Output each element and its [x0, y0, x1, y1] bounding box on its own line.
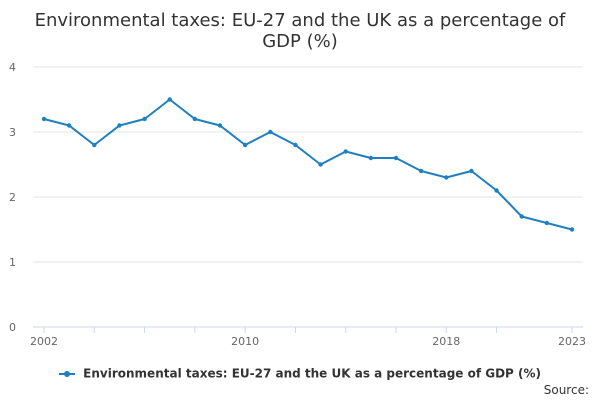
data-point[interactable]: [66, 123, 72, 128]
series-line[interactable]: [43, 98, 573, 231]
data-point[interactable]: [242, 142, 248, 148]
data-point[interactable]: [117, 123, 122, 128]
grid-layer: [33, 66, 583, 263]
data-point[interactable]: [217, 123, 223, 128]
source-credit: Source:: [543, 383, 589, 397]
x-axis-labels: 2002 2010 2018 2023: [30, 335, 586, 348]
data-point[interactable]: [469, 168, 474, 174]
series-layer: [41, 97, 575, 232]
data-point[interactable]: [418, 168, 424, 174]
y-tick-label: 0: [9, 321, 16, 334]
data-point[interactable]: [293, 142, 298, 148]
axis-layer: [33, 326, 583, 333]
legend-dot: [63, 370, 70, 377]
data-point[interactable]: [519, 214, 524, 219]
data-point[interactable]: [444, 175, 449, 180]
data-point[interactable]: [343, 149, 348, 154]
y-tick-label: 2: [9, 191, 16, 204]
y-tick-label: 3: [9, 126, 16, 139]
x-tick-label: 2023: [558, 335, 586, 348]
chart-title-line-2: GDP (%): [262, 31, 338, 52]
chart-title-line-1: Environmental taxes: EU-27 and the UK as…: [34, 10, 566, 31]
y-axis-labels: 0 1 2 3 4: [9, 61, 16, 334]
data-point[interactable]: [192, 116, 198, 122]
data-point[interactable]: [268, 129, 273, 135]
x-tick-label: 2010: [231, 335, 259, 348]
legend[interactable]: Environmental taxes: EU-27 and the UK as…: [0, 366, 600, 381]
data-point[interactable]: [318, 162, 323, 167]
data-point[interactable]: [393, 155, 399, 161]
data-point[interactable]: [92, 142, 97, 148]
data-point[interactable]: [368, 155, 374, 161]
data-point[interactable]: [142, 116, 147, 122]
data-point[interactable]: [569, 227, 575, 232]
data-point[interactable]: [41, 116, 47, 122]
legend-label[interactable]: Environmental taxes: EU-27 and the UK as…: [83, 366, 542, 381]
data-point[interactable]: [167, 97, 172, 102]
legend-symbol-icon: [58, 369, 75, 379]
data-point[interactable]: [494, 188, 499, 193]
y-tick-label: 1: [9, 256, 16, 269]
data-point[interactable]: [544, 220, 550, 226]
x-tick-label: 2018: [432, 335, 460, 348]
x-tick-label: 2002: [30, 335, 58, 348]
y-tick-label: 4: [9, 61, 16, 74]
